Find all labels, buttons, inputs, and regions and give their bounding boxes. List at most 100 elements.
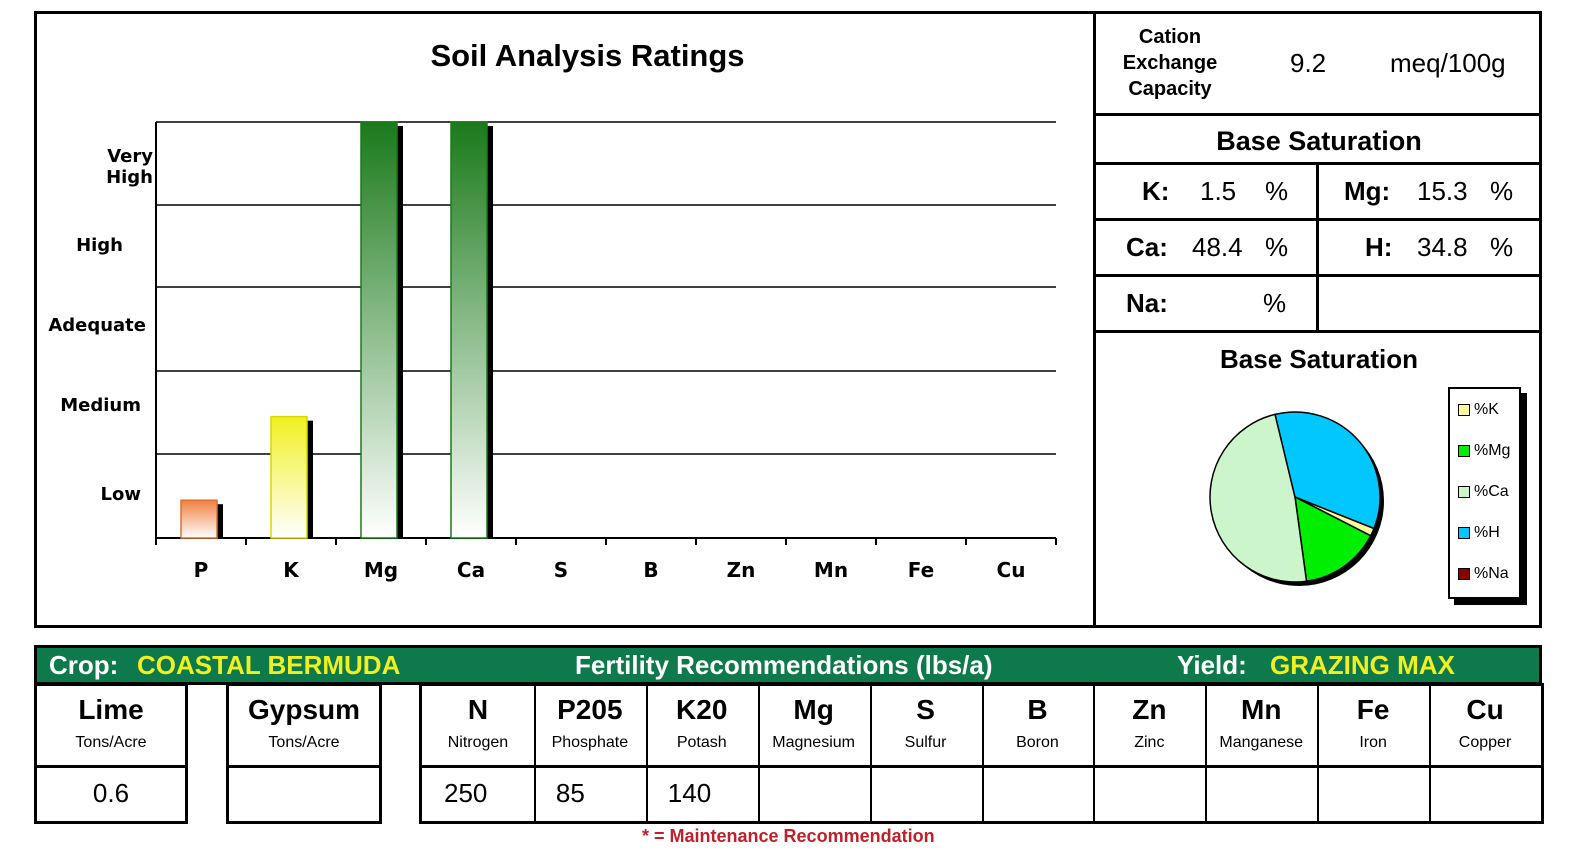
nutrients-table: N Nitrogen 250 P205 Phosphate 85 K20 Potash 140 M… [419, 683, 1544, 824]
nutrient-title: K20 [676, 694, 728, 725]
nutrient-col-cu: Cu Copper [1429, 686, 1541, 821]
bs-ca-value: 48.4 [1192, 232, 1243, 262]
footnote: * = Maintenance Recommendation [642, 826, 935, 846]
bs-line-1 [1093, 113, 1542, 116]
legend-label: %H [1474, 524, 1500, 541]
bs-ca-label: Ca: [1126, 232, 1168, 262]
nutrient-col-divider [645, 686, 648, 821]
lime-title: Lime [78, 694, 144, 725]
nutrient-col-mn: Mn Manganese [1205, 686, 1317, 821]
legend-swatch [1458, 404, 1470, 416]
nutrient-sub: Nitrogen [447, 734, 509, 751]
nutrient-col-divider [981, 686, 984, 821]
legend-label: %K [1474, 401, 1499, 418]
chart-title: Soil Analysis Ratings [430, 38, 745, 73]
bar-Ca [450, 121, 488, 539]
lime-cell: Lime Tons/Acre 0.6 [34, 683, 188, 824]
nutrient-col-zn: Zn Zinc [1093, 686, 1205, 821]
panel-divider [1093, 11, 1096, 628]
bs-mid-divider [1316, 162, 1319, 333]
yield-label: Yield: [1177, 650, 1247, 680]
legend-swatch [1458, 527, 1470, 539]
gypsum-cell: Gypsum Tons/Acre [226, 683, 382, 824]
nutrient-col-divider [869, 686, 872, 821]
bs-mg-label: Mg: [1344, 176, 1391, 206]
legend-item-Na: %Na [1458, 565, 1509, 583]
x-label-Ca: Ca [456, 558, 486, 582]
nutrient-col-divider [1093, 686, 1096, 821]
nutrient-col-divider [1205, 686, 1208, 821]
base-saturation-heading: Base Saturation [1216, 126, 1422, 156]
x-label-Zn: Zn [726, 558, 756, 582]
nutrient-col-n: N Nitrogen 250 [422, 686, 534, 821]
nutrient-title: Mg [793, 694, 834, 725]
nutrient-title: S [916, 694, 935, 725]
x-label-P: P [193, 558, 209, 582]
y-label-adequate: Adequate [48, 315, 146, 336]
cec-unit: meq/100g [1390, 48, 1506, 78]
nutrient-col-mg: Mg Magnesium [757, 686, 870, 821]
nutrient-col-s: S Sulfur [869, 686, 982, 821]
pie-slice-H [1274, 411, 1381, 530]
bar-K [270, 415, 308, 539]
nutrient-sub: Phosphate [551, 734, 629, 751]
base-saturation-pie [1209, 411, 1384, 586]
nutrient-col-p205: P205 Phosphate 85 [533, 686, 646, 821]
crop-value: COASTAL BERMUDA [137, 650, 401, 680]
ratings-panel [34, 11, 1542, 628]
nutrient-col-b: B Boron [981, 686, 1094, 821]
bar-P [180, 499, 218, 539]
bs-k-unit: % [1265, 176, 1289, 206]
lime-sub: Tons/Acre [75, 734, 147, 751]
gypsum-divider [229, 765, 379, 768]
legend-label: %Mg [1474, 442, 1511, 459]
x-label-K: K [283, 558, 299, 582]
nutrient-col-divider [533, 686, 536, 821]
nutrient-value: 85 [555, 778, 585, 808]
nutrient-title: N [467, 694, 489, 725]
pie-slice-Ca [1209, 413, 1308, 583]
nutrient-col-divider [1429, 686, 1432, 821]
legend-item-Mg: %Mg [1458, 442, 1510, 460]
bs-ca-unit: % [1265, 232, 1289, 262]
nutrient-value: 140 [667, 778, 712, 808]
nutrient-title: Mn [1241, 694, 1282, 725]
nutrient-sub: Iron [1359, 734, 1387, 751]
nutrient-sub: Copper [1458, 734, 1512, 751]
legend-swatch [1458, 486, 1470, 498]
bs-h-label: H: [1365, 232, 1393, 262]
y-label-medium: Medium [60, 395, 141, 416]
nutrient-title: B [1027, 694, 1048, 725]
nutrient-title: P205 [557, 694, 623, 725]
gypsum-title: Gypsum [247, 694, 361, 725]
bar-Mg [360, 121, 398, 539]
nutrient-sub: Magnesium [772, 734, 855, 751]
pie-heading: Base Saturation [1220, 344, 1418, 374]
cec-value: 9.2 [1290, 48, 1327, 78]
nutrient-title: Cu [1466, 694, 1504, 725]
nutrient-sub: Potash [676, 734, 727, 751]
x-label-B: B [643, 558, 659, 582]
lime-divider [37, 765, 185, 768]
nutrient-col-divider [757, 686, 760, 821]
nutrient-sub: Sulfur [904, 734, 947, 751]
cec-label-line3: Capacity [1128, 78, 1212, 100]
nutrient-sub: Boron [1016, 734, 1059, 751]
bs-h-unit: % [1490, 232, 1514, 262]
y-label-very-high: Very High [106, 146, 153, 188]
cec-label-line2: Exchange [1122, 52, 1218, 74]
crop-label: Crop: [49, 650, 119, 680]
yield-value: GRAZING MAX [1270, 650, 1455, 680]
y-label-high: High [76, 235, 123, 256]
legend-item-Ca: %Ca [1458, 483, 1509, 501]
pie-legend: %K %Mg %Ca %H %Na [1448, 387, 1521, 599]
nutrient-col-divider [1317, 686, 1320, 821]
fertility-title: Fertility Recommendations (lbs/a) [575, 650, 993, 680]
nutrient-title: Fe [1356, 694, 1390, 725]
fertility-header: Crop: COASTAL BERMUDA Fertility Recommen… [34, 645, 1542, 685]
bs-mg-value: 15.3 [1417, 176, 1468, 206]
pie-slice-Mg [1294, 495, 1372, 583]
nutrient-col-fe: Fe Iron [1317, 686, 1429, 821]
nutrient-sub: Manganese [1219, 734, 1304, 751]
legend-item-K: %K [1458, 401, 1499, 419]
